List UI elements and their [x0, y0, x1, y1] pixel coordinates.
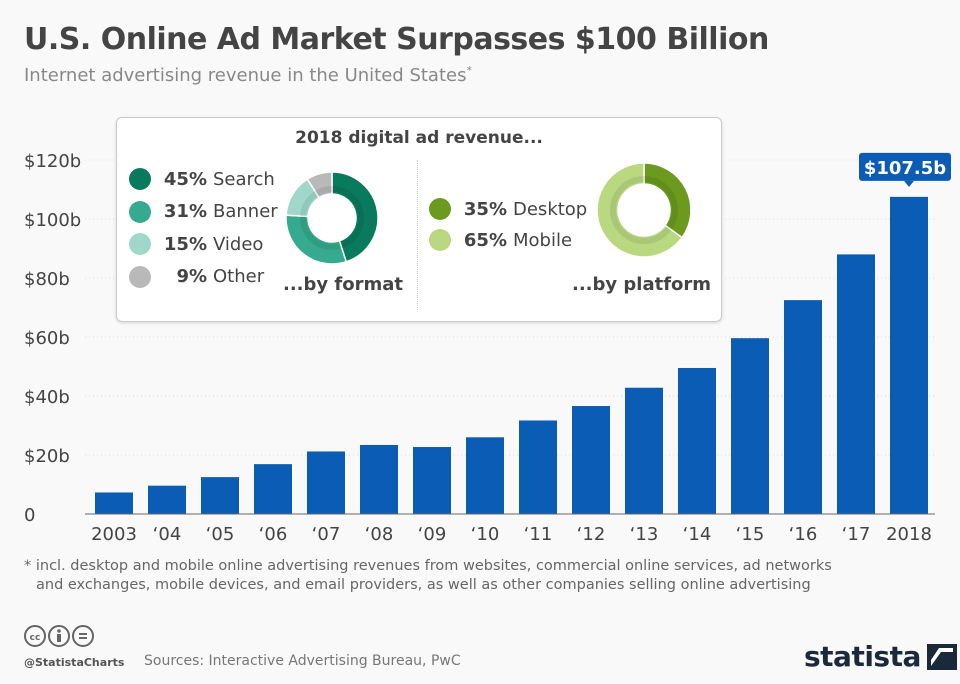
slice-search — [331, 171, 379, 263]
divider — [417, 160, 418, 310]
legend-item-desktop: 35% Desktop — [429, 196, 587, 222]
bar — [784, 300, 822, 514]
legend-item-other: 9% Other — [129, 264, 278, 290]
legend-swatch — [129, 168, 151, 190]
value-callout: $107.5b — [859, 152, 951, 187]
slice-mobile — [596, 162, 684, 258]
x-tick-label: ‘08 — [365, 524, 394, 545]
x-tick-label: ‘05 — [206, 524, 235, 545]
platform-label: ...by platform — [572, 274, 712, 295]
y-tick-label: $80b — [24, 269, 70, 290]
bar — [572, 406, 610, 514]
x-tick-label: ‘13 — [630, 524, 659, 545]
bar — [254, 464, 292, 514]
slice-desktop — [643, 162, 692, 239]
y-tick-label: 0 — [24, 505, 35, 526]
cc-icon: cc — [24, 625, 46, 647]
svg-text:cc: cc — [30, 633, 41, 643]
legend-pct: 35% — [463, 198, 507, 220]
legend-name: Mobile — [513, 229, 573, 251]
x-tick-label: ‘10 — [471, 524, 500, 545]
platform-legend: 35% Desktop 65% Mobile — [429, 196, 587, 258]
subtitle-text: Internet advertising revenue in the Unit… — [24, 65, 467, 86]
x-tick-label: ‘14 — [683, 524, 712, 545]
format-donut — [285, 171, 379, 265]
legend-name: Desktop — [513, 198, 588, 220]
legend-swatch — [429, 229, 451, 251]
legend-pct: 45% — [163, 168, 207, 190]
y-tick-label: $40b — [24, 387, 70, 408]
inset-panel: 2018 digital ad revenue... 45% Search 31% B… — [116, 117, 722, 322]
x-tick-label: ‘15 — [736, 524, 765, 545]
twitter-handle: @StatistaCharts — [24, 656, 125, 669]
bar — [148, 485, 186, 514]
legend-swatch — [129, 233, 151, 255]
x-tick-label: ‘11 — [524, 524, 553, 545]
by-icon — [48, 625, 70, 647]
x-tick-label: ‘17 — [842, 524, 871, 545]
legend-pct: 31% — [163, 201, 207, 222]
x-tick-label: 2018 — [886, 524, 932, 545]
logo-mark-icon — [926, 643, 957, 670]
x-tick-label: ‘07 — [312, 524, 341, 545]
x-tick-label: 2003 — [91, 524, 137, 545]
legend-name: Other — [213, 266, 265, 287]
legend-item-banner: 31% Banner — [129, 199, 278, 225]
bar — [307, 451, 345, 514]
legend-pct: 15% — [163, 233, 207, 255]
legend-item-search: 45% Search — [129, 166, 278, 192]
sources: Sources: Interactive Advertising Bureau,… — [144, 653, 461, 669]
platform-donut — [596, 162, 692, 258]
donut-ring-shade — [300, 186, 364, 250]
x-tick-label: ‘09 — [418, 524, 447, 545]
y-tick-label: $20b — [24, 446, 70, 467]
x-tick-label: ‘12 — [577, 524, 606, 545]
format-label: ...by format — [283, 274, 403, 295]
footnote-line: and exchanges, mobile devices, and email… — [36, 577, 811, 593]
legend-name: Banner — [213, 201, 278, 222]
legend-swatch — [129, 200, 151, 223]
footnote: * incl. desktop and mobile online advert… — [24, 557, 832, 595]
y-tick-label: $120b — [24, 151, 81, 172]
legend-swatch — [429, 198, 451, 220]
legend-item-video: 15% Video — [129, 231, 278, 257]
format-legend: 45% Search 31% Banner 15% Video 9% Other — [129, 166, 278, 296]
x-tick-label: ‘06 — [259, 524, 288, 545]
bar — [360, 444, 398, 514]
license-icons: cc — [24, 625, 94, 647]
logo-text: statista — [804, 640, 921, 673]
bar — [625, 387, 663, 514]
bar — [837, 254, 875, 514]
callout-label: $107.5b — [864, 158, 946, 179]
bar — [466, 437, 504, 514]
y-tick-label: $60b — [24, 328, 70, 349]
legend-name: Search — [213, 168, 275, 190]
legend-pct: 65% — [463, 229, 507, 251]
bar — [201, 477, 239, 514]
legend-pct: 9% — [176, 266, 207, 287]
legend-name: Video — [213, 233, 264, 255]
page-title: U.S. Online Ad Market Surpasses $100 Bil… — [24, 22, 769, 57]
statista-logo: statista — [804, 640, 957, 673]
bar — [731, 338, 769, 514]
footnote-line: * incl. desktop and mobile online advert… — [24, 558, 832, 574]
inset-title: 2018 digital ad revenue... — [295, 128, 543, 148]
legend-item-mobile: 65% Mobile — [429, 227, 587, 253]
x-tick-label: ‘16 — [789, 524, 818, 545]
bar — [519, 420, 557, 514]
donut-ring-shade — [610, 176, 678, 244]
bar — [95, 492, 133, 514]
slice-other — [306, 171, 333, 199]
bar — [890, 196, 928, 514]
nd-icon — [72, 625, 94, 647]
x-tick-label: ‘04 — [153, 524, 182, 545]
y-tick-label: $100b — [24, 210, 81, 231]
legend-swatch — [129, 265, 151, 288]
subtitle: Internet advertising revenue in the Unit… — [24, 64, 472, 86]
footnote-mark: * — [466, 64, 472, 77]
bar — [413, 447, 451, 514]
bar — [678, 367, 716, 514]
